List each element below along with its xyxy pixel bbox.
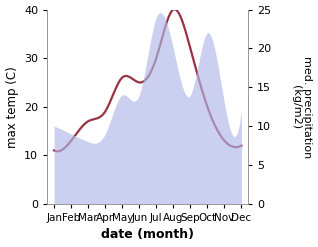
Y-axis label: med. precipitation
(kg/m2): med. precipitation (kg/m2) — [291, 56, 313, 158]
X-axis label: date (month): date (month) — [101, 228, 194, 242]
Y-axis label: max temp (C): max temp (C) — [5, 66, 18, 148]
